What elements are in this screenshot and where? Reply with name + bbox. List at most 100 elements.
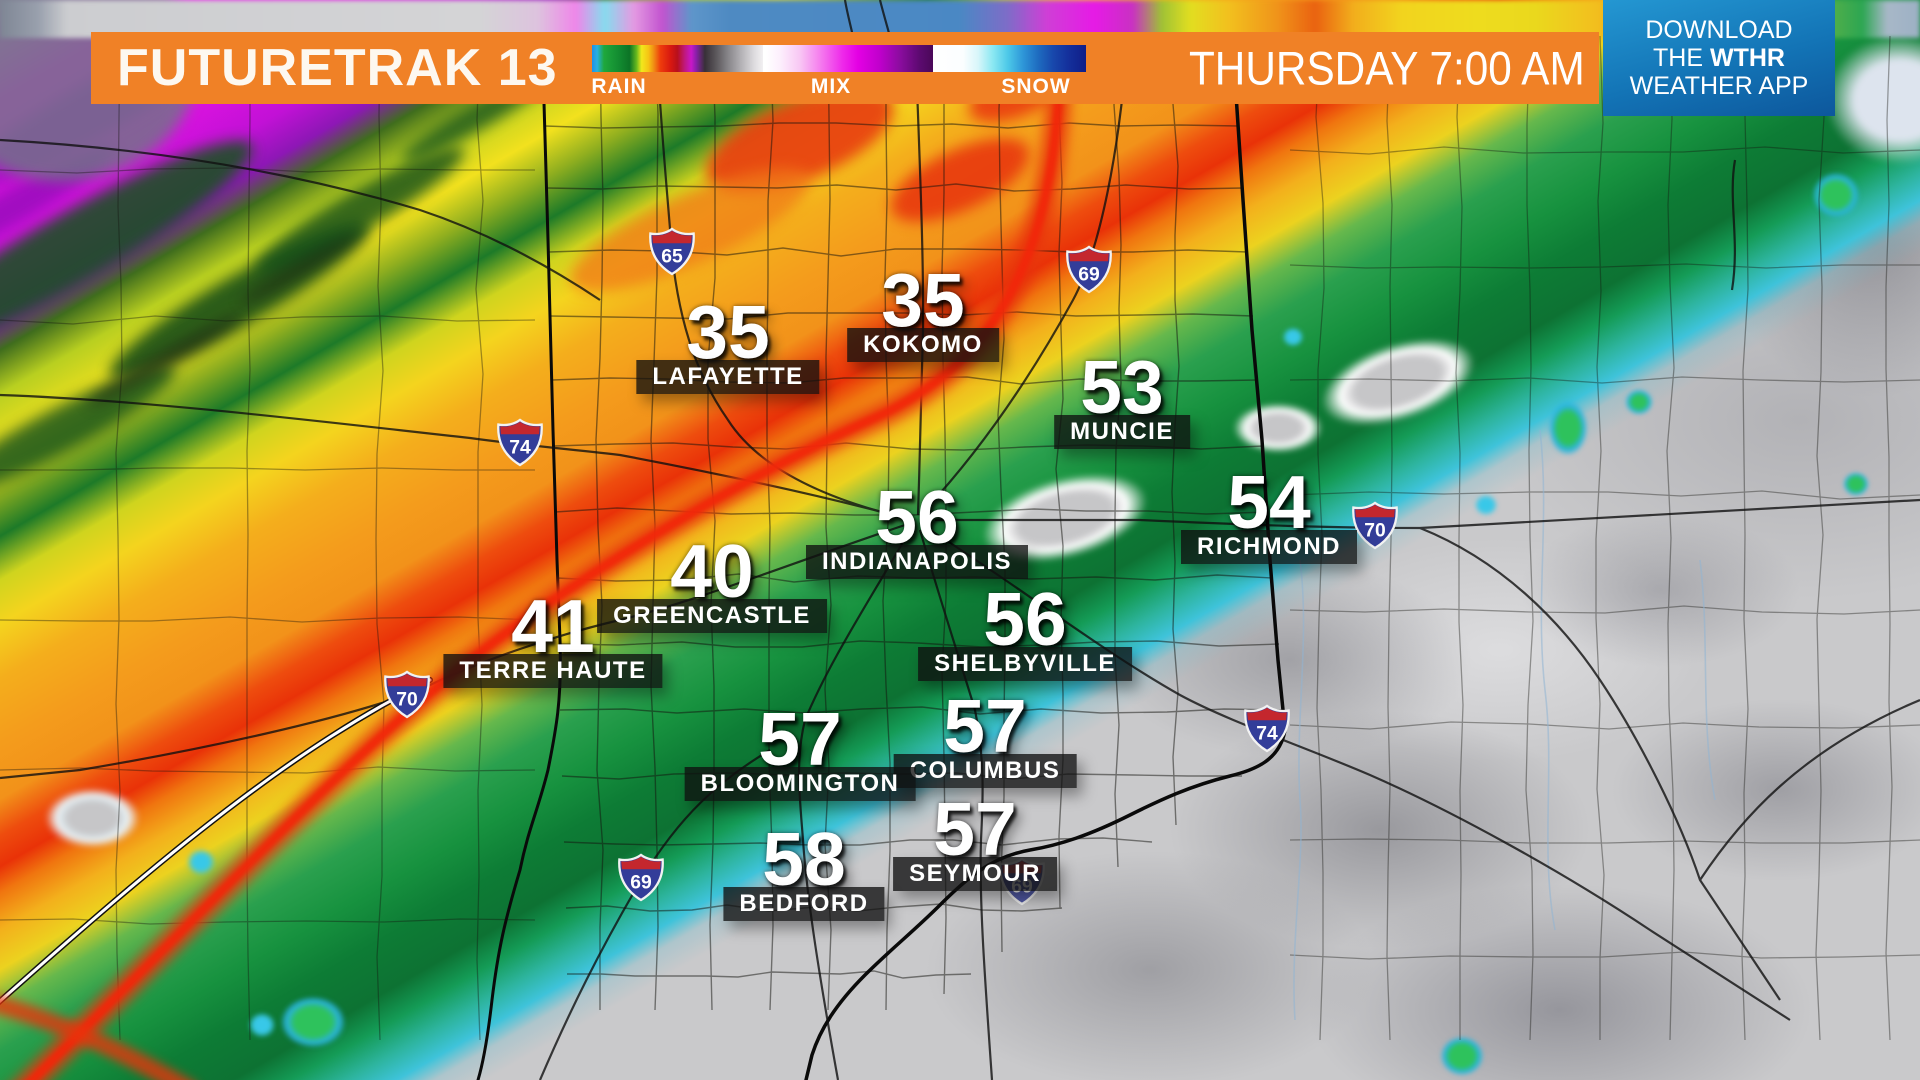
city-marker-indianapolis: 56 INDIANAPOLIS — [805, 475, 1029, 579]
radar-mix-hole — [1233, 403, 1323, 453]
city-name-label: BLOOMINGTON — [684, 767, 916, 801]
temperature-value: 40 — [670, 529, 754, 613]
radar-streak — [0, 132, 123, 284]
interstate-69-shield-icon: 69 — [618, 853, 664, 907]
temperature-value: 54 — [1227, 460, 1311, 544]
city-marker-greencastle: 40 GREENCASTLE — [597, 534, 827, 633]
interstate-65-shield-icon: 65 — [649, 227, 695, 281]
svg-text:65: 65 — [661, 247, 683, 268]
city-marker-lafayette: 35 LAFAYETTE — [636, 290, 820, 394]
radar-green-spot — [1548, 400, 1588, 456]
svg-text:74: 74 — [509, 438, 531, 459]
interstate-70-shield-icon: 70 — [1352, 501, 1398, 555]
interstate-70-shield-icon: 70 — [384, 670, 430, 724]
radar-streak — [0, 349, 186, 511]
mix-label: MIX — [810, 75, 852, 98]
city-marker-kokomo: 35 KOKOMO — [847, 263, 999, 362]
station-name: WTHR — [1709, 44, 1785, 72]
temperature-value: 58 — [762, 817, 846, 901]
city-marker-bloomington: 57 BLOOMINGTON — [684, 697, 916, 801]
city-name-label: LAFAYETTE — [636, 360, 820, 394]
rivers — [1293, 429, 1716, 1021]
radar-streak — [235, 227, 365, 311]
interstate-74-shield-icon: 74 — [1244, 704, 1290, 758]
city-name-label: SEYMOUR — [893, 857, 1057, 891]
radar-streak — [879, 121, 1041, 239]
highlighted-road — [0, 677, 433, 1006]
temperature-value: 35 — [881, 258, 965, 342]
radar-green-spot — [280, 996, 346, 1048]
radar-cyan-spot — [248, 1012, 276, 1038]
mix-color-scale — [763, 45, 933, 72]
temperature-value: 56 — [983, 577, 1067, 661]
svg-text:70: 70 — [396, 690, 417, 711]
radar-streak — [246, 132, 474, 288]
snow-color-scale — [933, 45, 1086, 72]
rain-label: RAIN — [591, 75, 647, 98]
city-marker-columbus: 57 COLUMBUS — [893, 684, 1077, 788]
city-name-label: TERRE HAUTE — [443, 654, 663, 688]
interstate-74-shield-icon: 74 — [497, 418, 543, 472]
city-name-label: RICHMOND — [1181, 530, 1357, 564]
promo-line-1: DOWNLOAD — [1645, 16, 1793, 44]
svg-text:70: 70 — [1364, 521, 1385, 542]
svg-text:69: 69 — [630, 873, 652, 894]
radar-streak — [97, 203, 383, 397]
city-name-label: GREENCASTLE — [597, 599, 827, 633]
radar-green-spot — [1812, 172, 1860, 218]
temperature-value: 57 — [943, 684, 1027, 768]
svg-text:69: 69 — [1078, 265, 1100, 286]
radar-cyan-spot — [1282, 327, 1304, 347]
radar-mix-hole — [1825, 35, 1920, 165]
city-name-label: COLUMBUS — [893, 754, 1077, 788]
radar-green-spot — [1440, 1036, 1484, 1076]
interstate-69-shield-icon: 69 — [999, 857, 1045, 911]
radar-mix-hole — [972, 457, 1158, 579]
interstate-69-shield-icon: 69 — [1066, 245, 1112, 299]
rain-color-scale — [592, 45, 763, 72]
city-marker-bedford: 58 BEDFORD — [723, 817, 885, 921]
city-name-label: SHELBYVILLE — [918, 647, 1132, 681]
download-app-promo[interactable]: DOWNLOAD THE WTHR WEATHER APP — [1603, 0, 1835, 116]
svg-text:69: 69 — [1011, 877, 1033, 898]
temperature-value: 57 — [933, 787, 1017, 871]
snow-label: SNOW — [1001, 75, 1071, 98]
precip-type-legend: RAIN MIX SNOW — [591, 45, 1086, 101]
temperature-value: 57 — [758, 697, 842, 781]
city-marker-muncie: 53 MUNCIE — [1054, 350, 1190, 449]
radar-streak — [0, 114, 270, 386]
temperature-value: 53 — [1080, 345, 1164, 429]
radar-streak — [557, 145, 823, 315]
city-marker-shelbyville: 56 SHELBYVILLE — [918, 582, 1132, 681]
state-borders — [476, 32, 1287, 1080]
futuretrak-banner: FUTURETRAK 13 RAIN MIX SNOW THURSDAY 7:0… — [91, 32, 1599, 104]
promo-line-2: THE WTHR — [1653, 44, 1785, 72]
temperature-value: 41 — [511, 584, 595, 668]
radar-mix-hole — [1310, 321, 1486, 443]
city-marker-terre-haute: 41 TERRE HAUTE — [443, 584, 663, 688]
banner-title: FUTURETRAK 13 — [117, 39, 558, 97]
radar-cyan-spot — [1474, 494, 1498, 516]
radar-streak — [83, 308, 247, 412]
temperature-value: 35 — [686, 290, 770, 374]
promo-line-3: WEATHER APP — [1629, 72, 1809, 100]
city-name-label: INDIANAPOLIS — [805, 545, 1029, 579]
radar-green-spot — [1625, 389, 1653, 415]
svg-text:74: 74 — [1256, 724, 1278, 745]
radar-green-spot — [1843, 472, 1869, 496]
radar-cyan-spot — [186, 848, 216, 876]
city-name-label: BEDFORD — [723, 887, 885, 921]
temperature-value: 56 — [875, 475, 959, 559]
forecast-timestamp: THURSDAY 7:00 AM — [1189, 41, 1585, 95]
city-marker-richmond: 54 RICHMOND — [1181, 465, 1357, 564]
city-marker-seymour: 57 SEYMOUR — [893, 792, 1057, 891]
city-name-label: MUNCIE — [1054, 415, 1190, 449]
